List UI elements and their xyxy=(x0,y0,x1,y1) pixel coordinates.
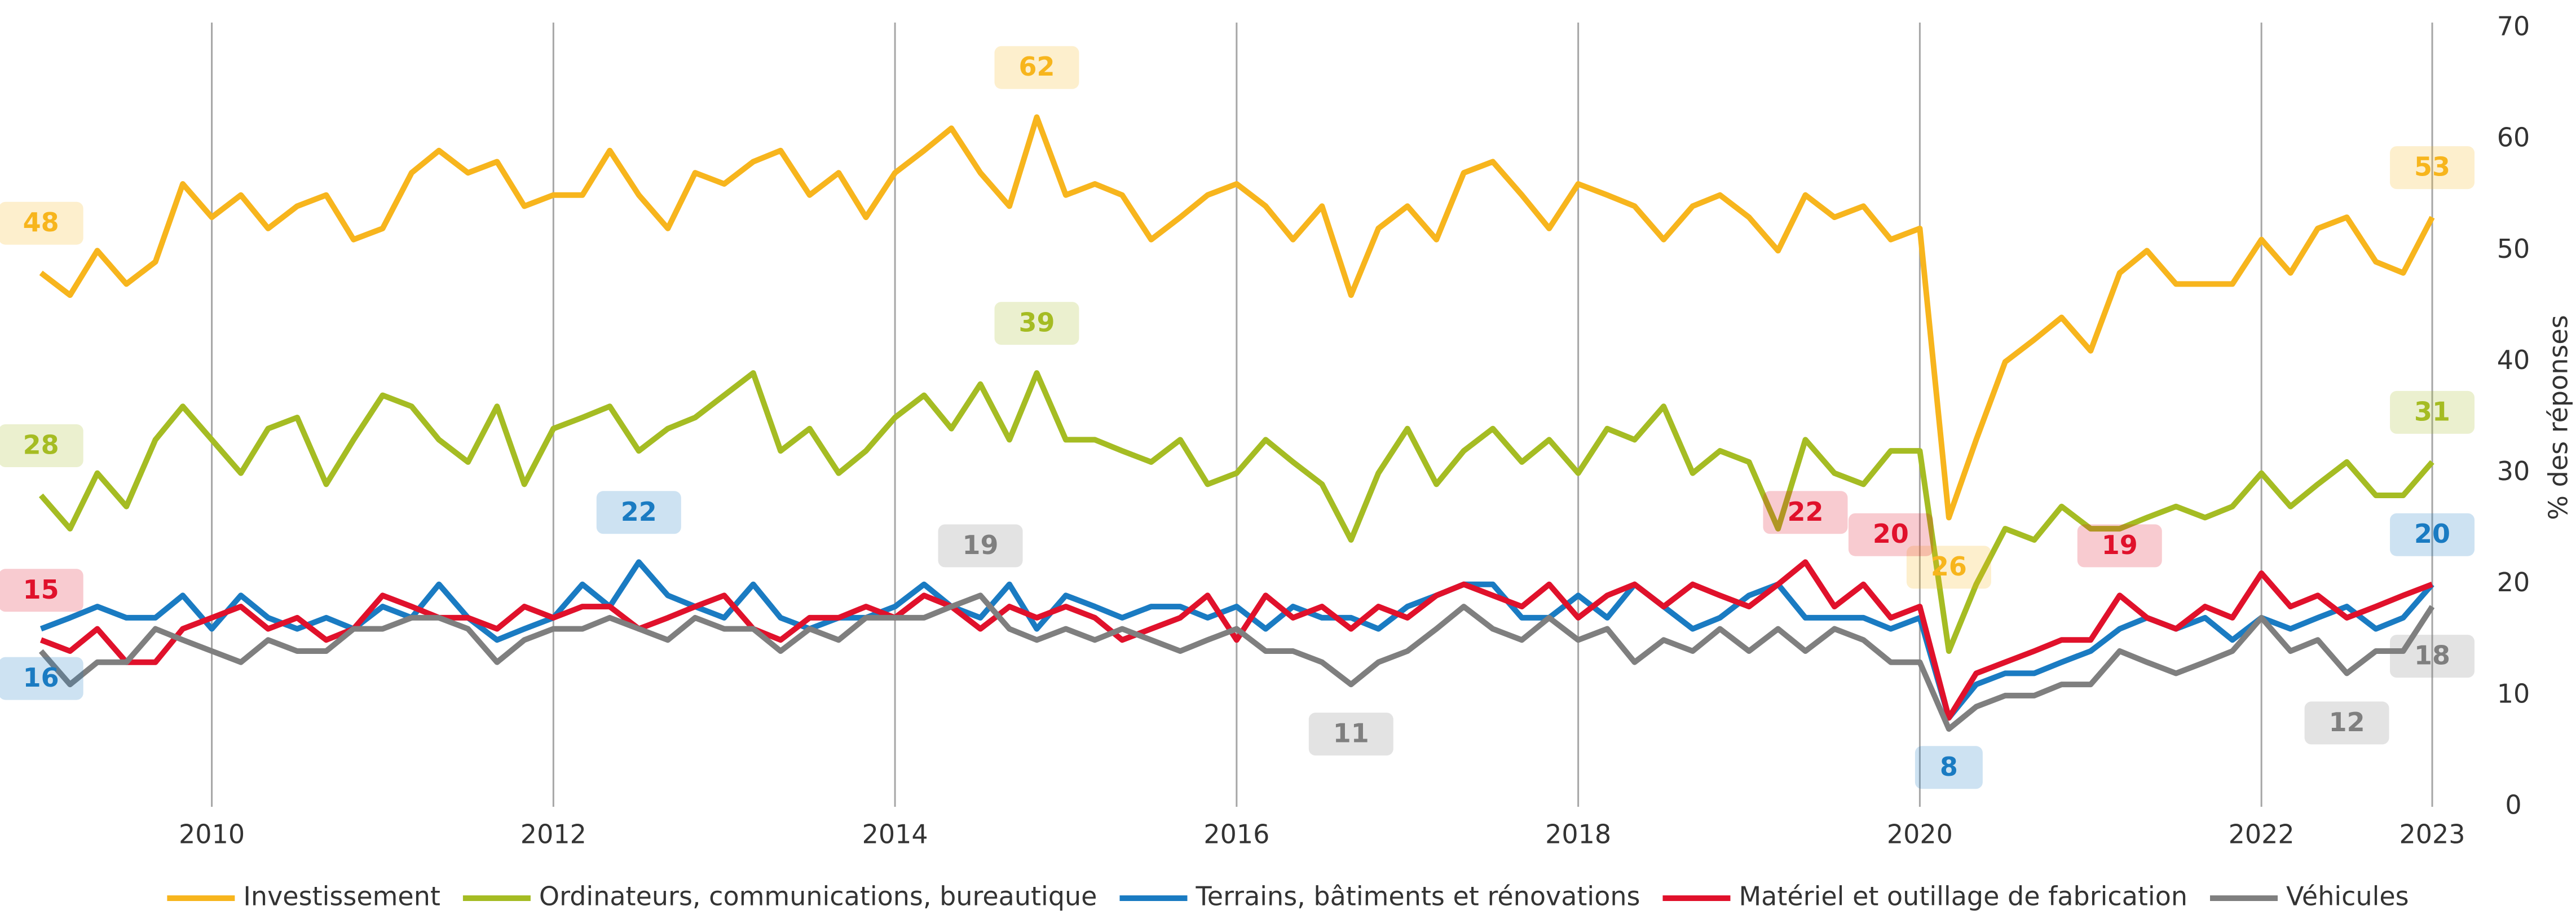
data-label: 12 xyxy=(2304,701,2389,745)
data-label-box xyxy=(1308,713,1393,756)
data-label-text: 15 xyxy=(23,574,59,605)
data-label-box xyxy=(994,46,1079,89)
x-tick-label: 2023 xyxy=(2399,819,2465,850)
data-label-box xyxy=(596,491,681,534)
data-label-text: 11 xyxy=(1333,718,1369,749)
data-label: 19 xyxy=(2077,524,2162,568)
data-label-text: 8 xyxy=(1940,752,1958,782)
data-label-box xyxy=(0,201,83,245)
data-label-box xyxy=(1848,513,1933,556)
data-label-box xyxy=(994,302,1079,345)
data-label-box xyxy=(2390,635,2475,678)
data-label-box xyxy=(1763,491,1848,534)
data-label-text: 62 xyxy=(1018,51,1055,82)
x-tick-label: 2012 xyxy=(521,819,586,850)
data-label-text: 31 xyxy=(2414,396,2450,427)
x-tick-label: 2016 xyxy=(1203,819,1269,850)
y-tick-label: 50 xyxy=(2497,234,2530,264)
data-label: 62 xyxy=(994,46,1079,89)
legend-label: Terrains, bâtiments et rénovations xyxy=(1195,881,1640,912)
data-label: 18 xyxy=(2390,635,2475,678)
data-label-box xyxy=(0,569,83,612)
data-label-box xyxy=(1906,546,1991,589)
data-label: 20 xyxy=(1848,513,1933,556)
data-label: 31 xyxy=(2390,390,2475,434)
data-label-text: 26 xyxy=(1931,551,1967,582)
legend-label: Matériel et outillage de fabrication xyxy=(1739,881,2187,912)
legend-label: Investissement xyxy=(243,881,440,912)
y-tick-label: 10 xyxy=(2497,678,2530,709)
data-label-text: 19 xyxy=(963,530,999,560)
legend-label: Ordinateurs, communications, bureautique xyxy=(539,881,1097,912)
data-label: 22 xyxy=(596,491,681,534)
x-tick-label: 2020 xyxy=(1887,819,1953,850)
data-label-box xyxy=(938,524,1023,568)
data-label-box xyxy=(2304,701,2389,745)
data-label: 26 xyxy=(1906,546,1991,589)
data-label-box xyxy=(2390,146,2475,190)
data-label: 22 xyxy=(1763,491,1848,534)
data-label: 8 xyxy=(1915,746,1983,789)
data-label-text: 28 xyxy=(23,430,59,460)
series-line xyxy=(39,114,2435,521)
data-label: 39 xyxy=(994,302,1079,345)
data-label: 48 xyxy=(0,201,83,245)
data-label-text: 16 xyxy=(23,662,59,693)
y-tick-label: 0 xyxy=(2505,790,2521,820)
series-line xyxy=(38,592,2435,732)
data-label-box xyxy=(2390,513,2475,556)
y-tick-label: 40 xyxy=(2497,345,2530,375)
data-label-box xyxy=(1915,746,1983,789)
data-label-text: 20 xyxy=(2414,518,2450,549)
data-label: 20 xyxy=(2390,513,2475,556)
data-label-box xyxy=(0,657,83,700)
x-tick-label: 2022 xyxy=(2229,819,2295,850)
series-line xyxy=(39,559,2434,721)
data-label-text: 22 xyxy=(1787,496,1823,527)
x-tick-label: 2014 xyxy=(862,819,928,850)
data-label-text: 20 xyxy=(1873,518,1909,549)
y-tick-label: 70 xyxy=(2497,11,2530,42)
data-label-text: 12 xyxy=(2329,707,2365,737)
x-tick-label: 2018 xyxy=(1545,819,1611,850)
data-label-text: 19 xyxy=(2102,530,2138,560)
y-tick-label: 30 xyxy=(2497,456,2530,486)
data-label-box xyxy=(2390,390,2475,434)
data-label-text: 39 xyxy=(1018,307,1055,338)
data-label-box xyxy=(0,424,83,467)
y-axis-label: % des réponses xyxy=(2543,315,2574,520)
y-tick-label: 60 xyxy=(2497,122,2530,153)
y-tick-label: 20 xyxy=(2497,567,2530,597)
legend-label: Véhicules xyxy=(2286,881,2409,912)
data-label: 16 xyxy=(0,657,83,700)
data-label: 53 xyxy=(2390,146,2475,190)
data-label: 28 xyxy=(0,424,83,467)
data-label-box xyxy=(2077,524,2162,568)
data-label: 11 xyxy=(1308,713,1393,756)
data-label-text: 18 xyxy=(2414,640,2450,671)
data-label-text: 53 xyxy=(2414,152,2450,182)
data-label-text: 22 xyxy=(621,496,657,527)
legend: Investissement Ordinateurs, communication… xyxy=(167,881,2409,912)
x-tick-label: 2010 xyxy=(179,819,245,850)
series-line xyxy=(38,370,2434,654)
data-label-text: 48 xyxy=(23,207,59,238)
data-label: 19 xyxy=(938,524,1023,568)
data-label: 15 xyxy=(0,569,83,612)
